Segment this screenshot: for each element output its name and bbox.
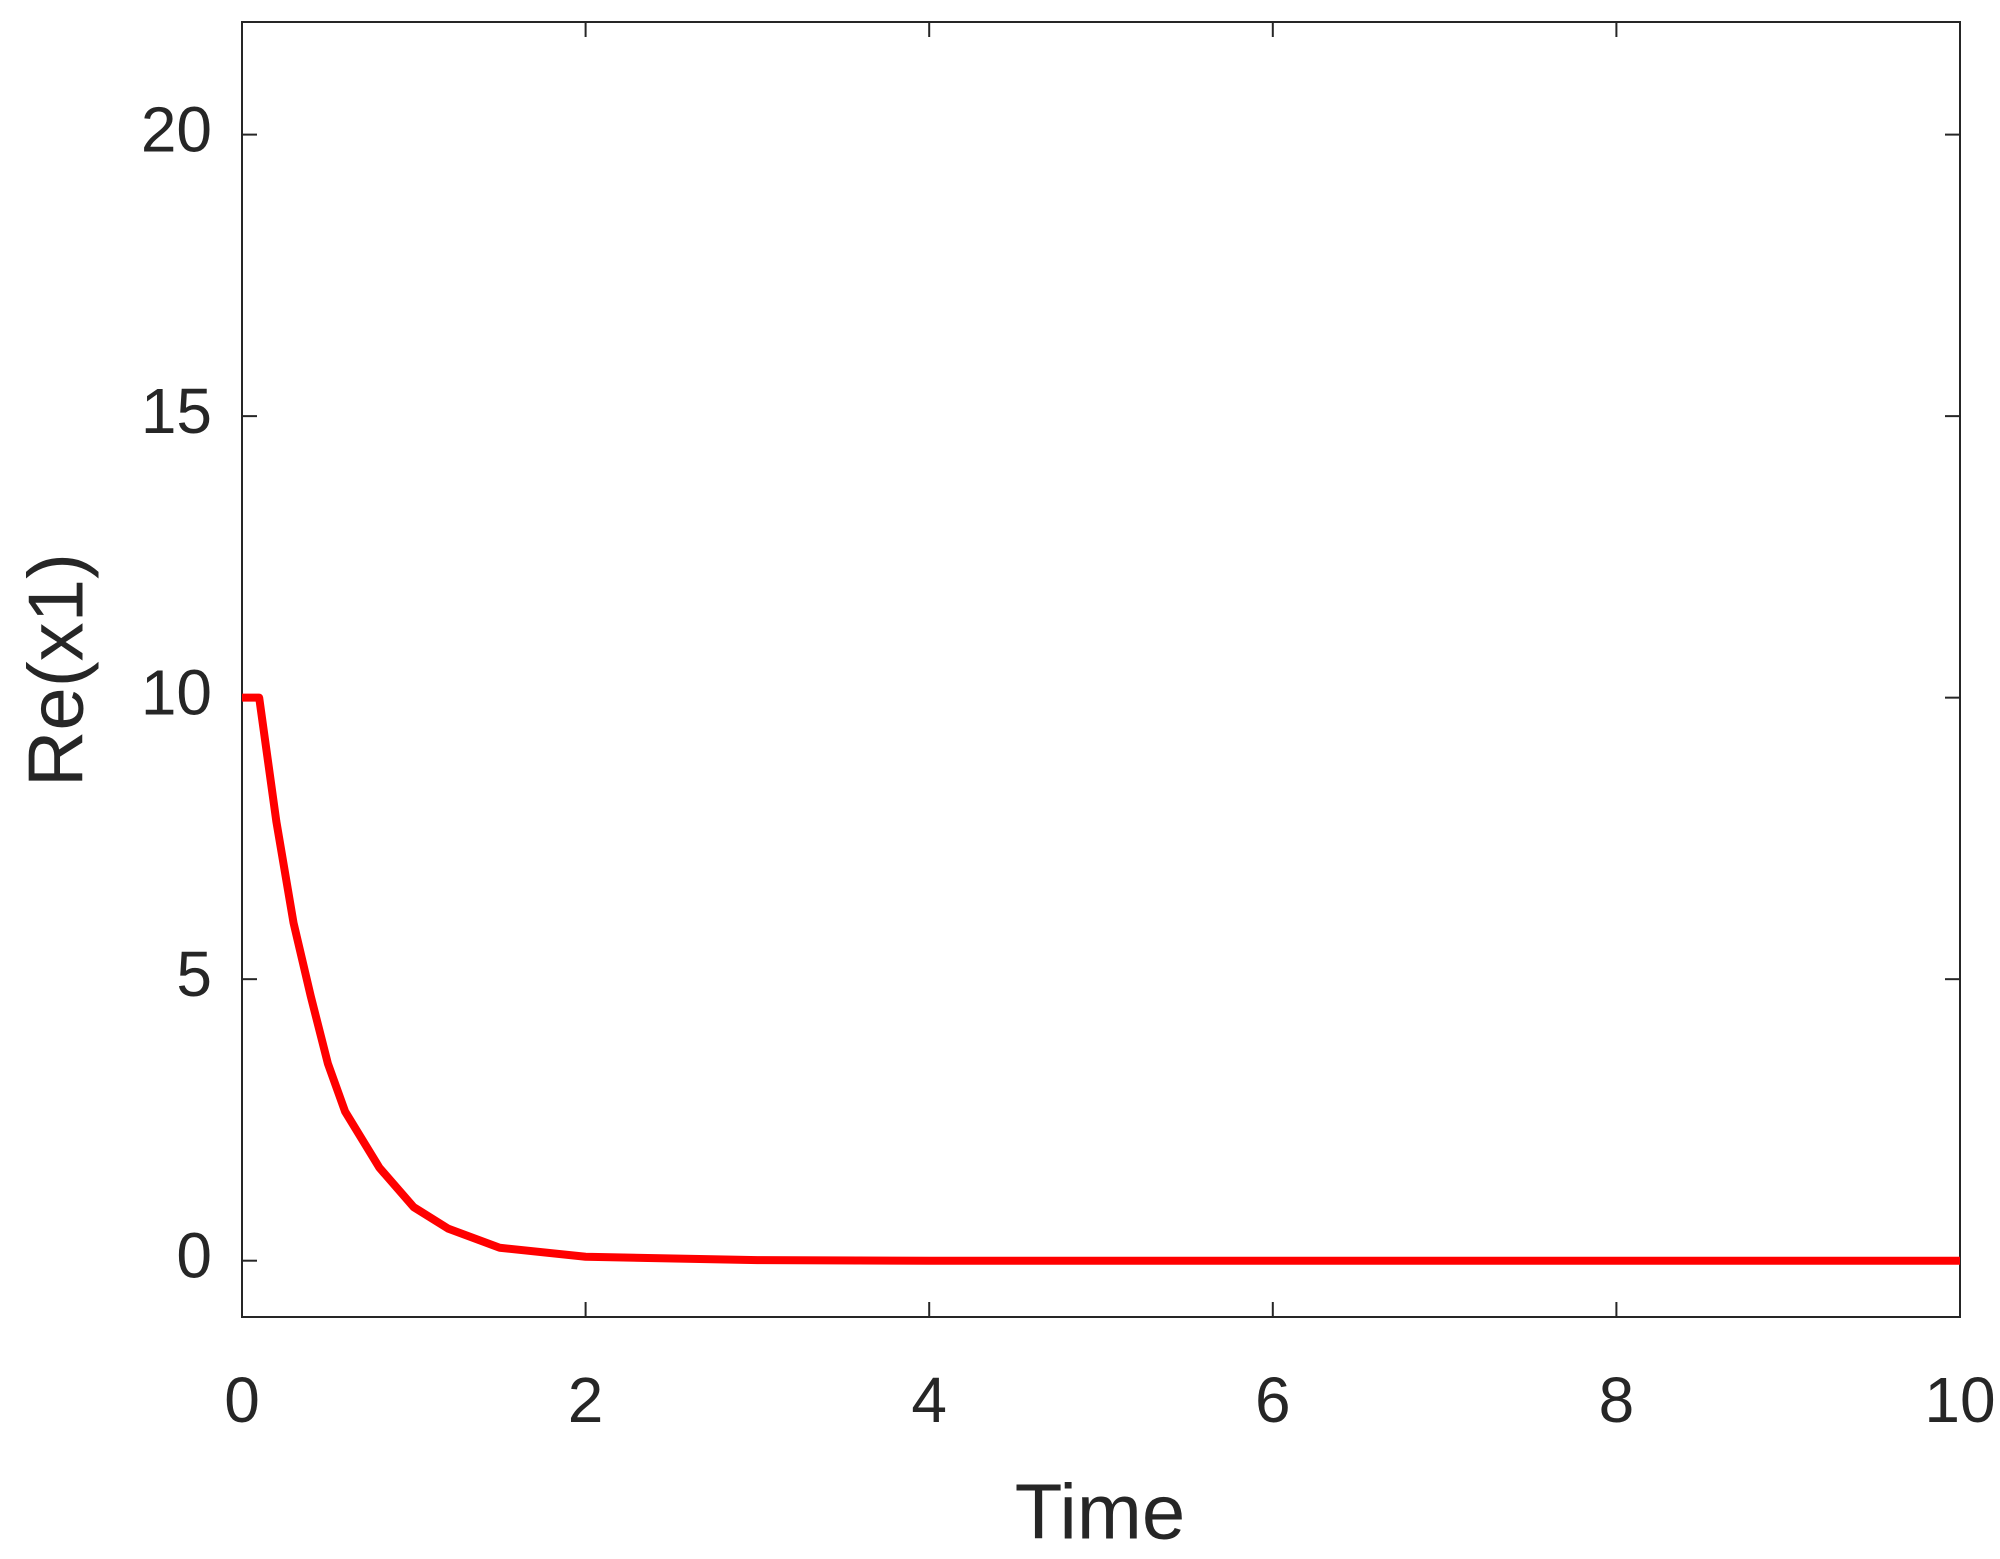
y-tick-label: 20 — [141, 94, 212, 166]
y-tick-label: 5 — [176, 938, 212, 1010]
x-tick-label: 6 — [1255, 1364, 1291, 1436]
x-axis-label: Time — [1015, 1468, 1185, 1556]
x-tick-label: 10 — [1924, 1364, 1995, 1436]
y-tick-label: 10 — [141, 657, 212, 729]
line-series — [242, 693, 1960, 1265]
x-tick-label: 4 — [911, 1364, 947, 1436]
x-tick-label: 8 — [1599, 1364, 1635, 1436]
y-axis-label: Re(x1) — [12, 553, 100, 787]
plot-frame — [241, 21, 1961, 1318]
y-tick-label: 0 — [176, 1220, 212, 1292]
y-tick-label: 15 — [141, 375, 212, 447]
x-tick-label: 2 — [568, 1364, 604, 1436]
x-tick-label: 0 — [224, 1364, 260, 1436]
